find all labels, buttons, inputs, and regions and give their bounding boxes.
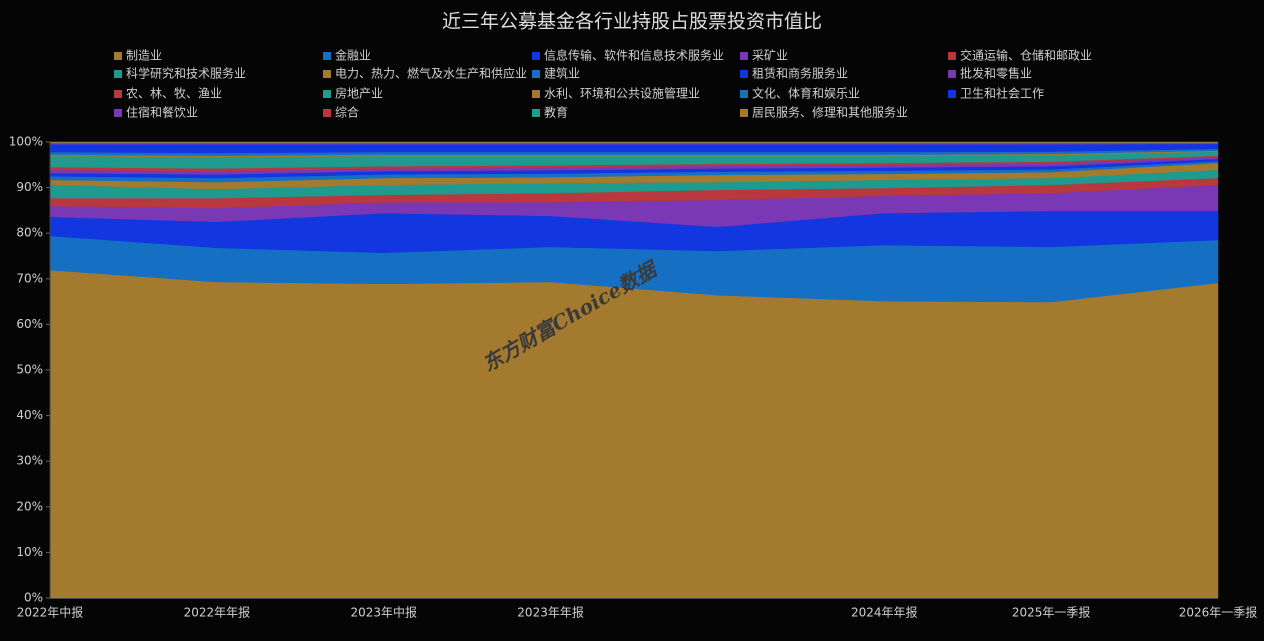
legend-marker (948, 52, 956, 60)
legend-marker (532, 70, 540, 78)
legend-marker (114, 109, 122, 117)
y-tick-label: 100% (9, 135, 43, 149)
legend-marker (323, 70, 331, 78)
legend-label: 居民服务、修理和其他服务业 (752, 105, 908, 120)
x-tick-label: 2024年年报 (851, 605, 918, 620)
legend-label: 住宿和餐饮业 (126, 105, 198, 120)
legend-label: 金融业 (335, 48, 371, 63)
legend-marker (740, 90, 748, 98)
legend-label: 水利、环境和公共设施管理业 (544, 86, 700, 101)
legend-label: 批发和零售业 (960, 66, 1032, 81)
legend-label: 教育 (544, 105, 568, 120)
legend-label: 文化、体育和娱乐业 (752, 86, 860, 101)
legend-label: 制造业 (126, 49, 162, 63)
y-tick-label: 30% (16, 454, 43, 468)
y-tick-label: 10% (16, 545, 43, 559)
x-tick-label: 2022年中报 (17, 605, 84, 620)
legend-marker (323, 109, 331, 117)
legend-label: 建筑业 (544, 66, 580, 81)
legend-marker (948, 90, 956, 98)
area (49, 269, 1219, 599)
y-tick-label: 90% (16, 180, 43, 194)
y-tick-label: 50% (16, 363, 43, 377)
legend-marker (740, 70, 748, 78)
legend-label: 农、林、牧、渔业 (126, 87, 222, 101)
y-tick-label: 20% (16, 499, 43, 513)
legend-marker (740, 109, 748, 117)
legend-label: 电力、热力、燃气及水生产和供应业 (335, 66, 527, 81)
legend-label: 交通运输、仓储和邮政业 (960, 48, 1092, 63)
legend-label: 信息传输、软件和信息技术服务业 (544, 48, 724, 63)
x-tick-label: 2026年一季报 (1179, 605, 1258, 620)
legend-label: 科学研究和技术服务业 (126, 66, 246, 81)
y-tick-label: 60% (16, 317, 43, 331)
y-tick-label: 0% (24, 591, 43, 605)
x-tick-label: 2023年中报 (350, 605, 417, 620)
legend-label: 租赁和商务服务业 (752, 66, 848, 81)
legend-label: 采矿业 (752, 49, 788, 63)
legend-marker (323, 90, 331, 98)
y-tick-label: 40% (16, 408, 43, 422)
x-tick-label: 2023年年报 (517, 605, 584, 620)
legend-label: 房地产业 (335, 86, 383, 101)
legend-marker (532, 109, 540, 117)
area (49, 143, 1219, 154)
legend-marker (323, 52, 331, 60)
chart-title: 近三年公募基金各行业持股占股票投资市值比 (442, 11, 822, 33)
legend-marker (114, 90, 122, 98)
y-tick-label: 80% (16, 226, 43, 240)
legend-marker (948, 70, 956, 78)
x-tick-label: 2022年年报 (184, 605, 251, 620)
legend-marker (532, 90, 540, 98)
legend-marker (532, 52, 540, 60)
x-tick-label: 2025年一季报 (1012, 605, 1091, 620)
legend-marker (114, 70, 122, 78)
y-tick-label: 70% (16, 271, 43, 285)
legend-marker (114, 52, 122, 60)
legend-label: 卫生和社会工作 (960, 86, 1044, 101)
legend-marker (740, 52, 748, 60)
legend-label: 综合 (335, 105, 359, 120)
